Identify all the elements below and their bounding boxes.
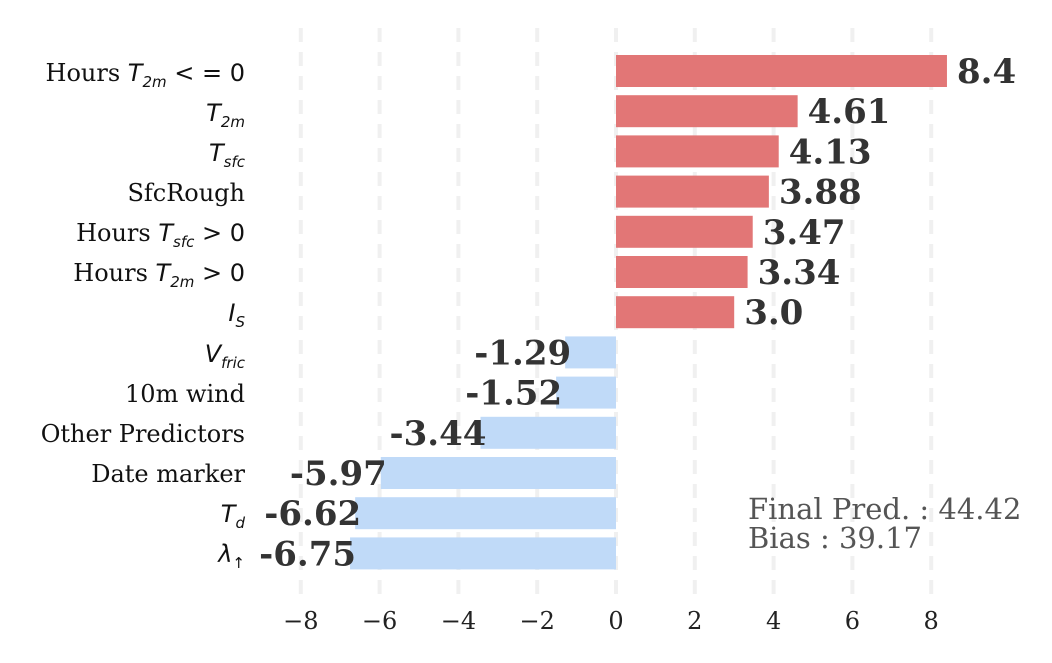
y-label-sfcrough: SfcRough (127, 179, 245, 207)
bar (616, 135, 779, 168)
y-label-hours-t2m-le-0: Hours T2m < = 0 (46, 59, 245, 91)
y-label-lambda-up: λ↑ (216, 540, 245, 572)
y-axis-labels: Hours T2m < = 0 T2m Tsfc SfcRough Hours … (41, 59, 246, 572)
x-tick-label: −8 (283, 607, 318, 635)
value-label: -6.75 (259, 534, 356, 574)
bar (350, 537, 616, 570)
value-label: 8.4 (957, 52, 1016, 92)
bar (616, 215, 753, 248)
x-tick-label: 8 (924, 607, 939, 635)
value-label: -6.62 (264, 494, 361, 534)
bar (355, 497, 616, 530)
y-label-10m-wind: 10m wind (125, 380, 245, 408)
bar (616, 256, 748, 288)
value-label: -5.97 (290, 454, 387, 494)
y-label-vfric: Vfric (205, 340, 246, 372)
y-label-date-marker: Date marker (91, 460, 245, 488)
bar (380, 457, 616, 489)
bar (616, 55, 947, 87)
x-tick-label: −2 (520, 607, 555, 635)
bar (480, 416, 616, 449)
y-label-hours-t2m-gt-0: Hours T2m > 0 (73, 259, 245, 291)
y-label-t2m: T2m (206, 99, 245, 131)
x-tick-label: −6 (362, 607, 397, 635)
value-labels: 8.4 4.614.133.883.473.343.0 -1.29-1.52-3.4… (259, 52, 1016, 574)
value-label: 4.61 (808, 92, 891, 132)
value-label: -1.52 (465, 374, 562, 414)
value-label: 4.13 (789, 132, 872, 172)
bar (616, 95, 798, 128)
value-label: -1.29 (474, 333, 571, 373)
x-tick-label: 6 (845, 607, 860, 635)
y-label-td: Td (221, 500, 246, 532)
x-tick-label: 4 (766, 607, 781, 635)
bar (556, 376, 616, 409)
value-label: 3.47 (763, 213, 846, 253)
y-label-other-predictors: Other Predictors (41, 420, 245, 448)
value-label: 3.88 (779, 173, 862, 213)
y-label-tsfc: Tsfc (209, 139, 246, 171)
bar (565, 336, 616, 369)
value-label: -3.44 (390, 414, 487, 454)
bars (350, 55, 947, 570)
final-prediction-note: Final Pred. : 44.42 (748, 492, 1021, 526)
y-label-is: IS (228, 299, 245, 331)
x-tick-label: −4 (441, 607, 476, 635)
bar (616, 175, 769, 208)
bias-note: Bias : 39.17 (748, 521, 922, 555)
x-tick-label: 0 (608, 607, 623, 635)
bar (616, 296, 735, 329)
value-label: 3.0 (744, 293, 803, 333)
x-axis-ticks: −8 −6 −4 −2 0 2 4 6 8 (283, 607, 939, 635)
y-label-hours-tsfc-gt-0: Hours Tsfc > 0 (76, 219, 245, 251)
x-tick-label: 2 (687, 607, 702, 635)
value-label: 3.34 (758, 253, 841, 293)
